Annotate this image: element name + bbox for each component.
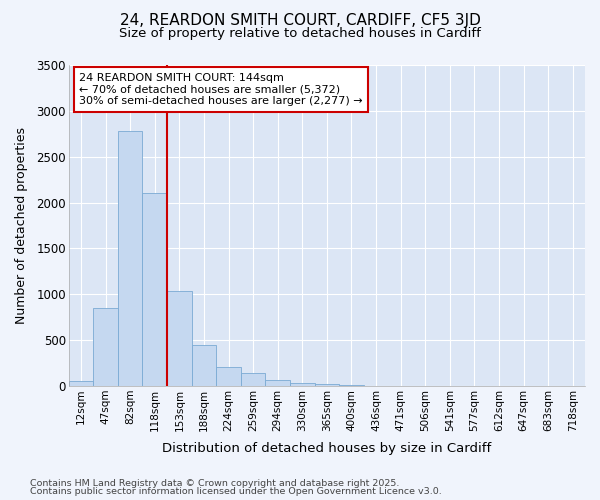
Bar [94, 308, 118, 386]
Bar [118, 131, 142, 386]
Bar [216, 366, 241, 386]
Text: 24, REARDON SMITH COURT, CARDIFF, CF5 3JD: 24, REARDON SMITH COURT, CARDIFF, CF5 3J… [119, 12, 481, 28]
Bar [191, 344, 216, 386]
Bar [339, 385, 364, 386]
Y-axis label: Number of detached properties: Number of detached properties [15, 127, 28, 324]
Bar [290, 383, 314, 386]
Bar [265, 380, 290, 386]
X-axis label: Distribution of detached houses by size in Cardiff: Distribution of detached houses by size … [162, 442, 491, 455]
Bar [167, 290, 191, 386]
Bar [142, 194, 167, 386]
Text: Size of property relative to detached houses in Cardiff: Size of property relative to detached ho… [119, 28, 481, 40]
Bar [69, 381, 94, 386]
Bar [241, 372, 265, 386]
Text: Contains HM Land Registry data © Crown copyright and database right 2025.: Contains HM Land Registry data © Crown c… [30, 478, 400, 488]
Bar [314, 384, 339, 386]
Text: 24 REARDON SMITH COURT: 144sqm
← 70% of detached houses are smaller (5,372)
30% : 24 REARDON SMITH COURT: 144sqm ← 70% of … [79, 73, 362, 106]
Text: Contains public sector information licensed under the Open Government Licence v3: Contains public sector information licen… [30, 487, 442, 496]
